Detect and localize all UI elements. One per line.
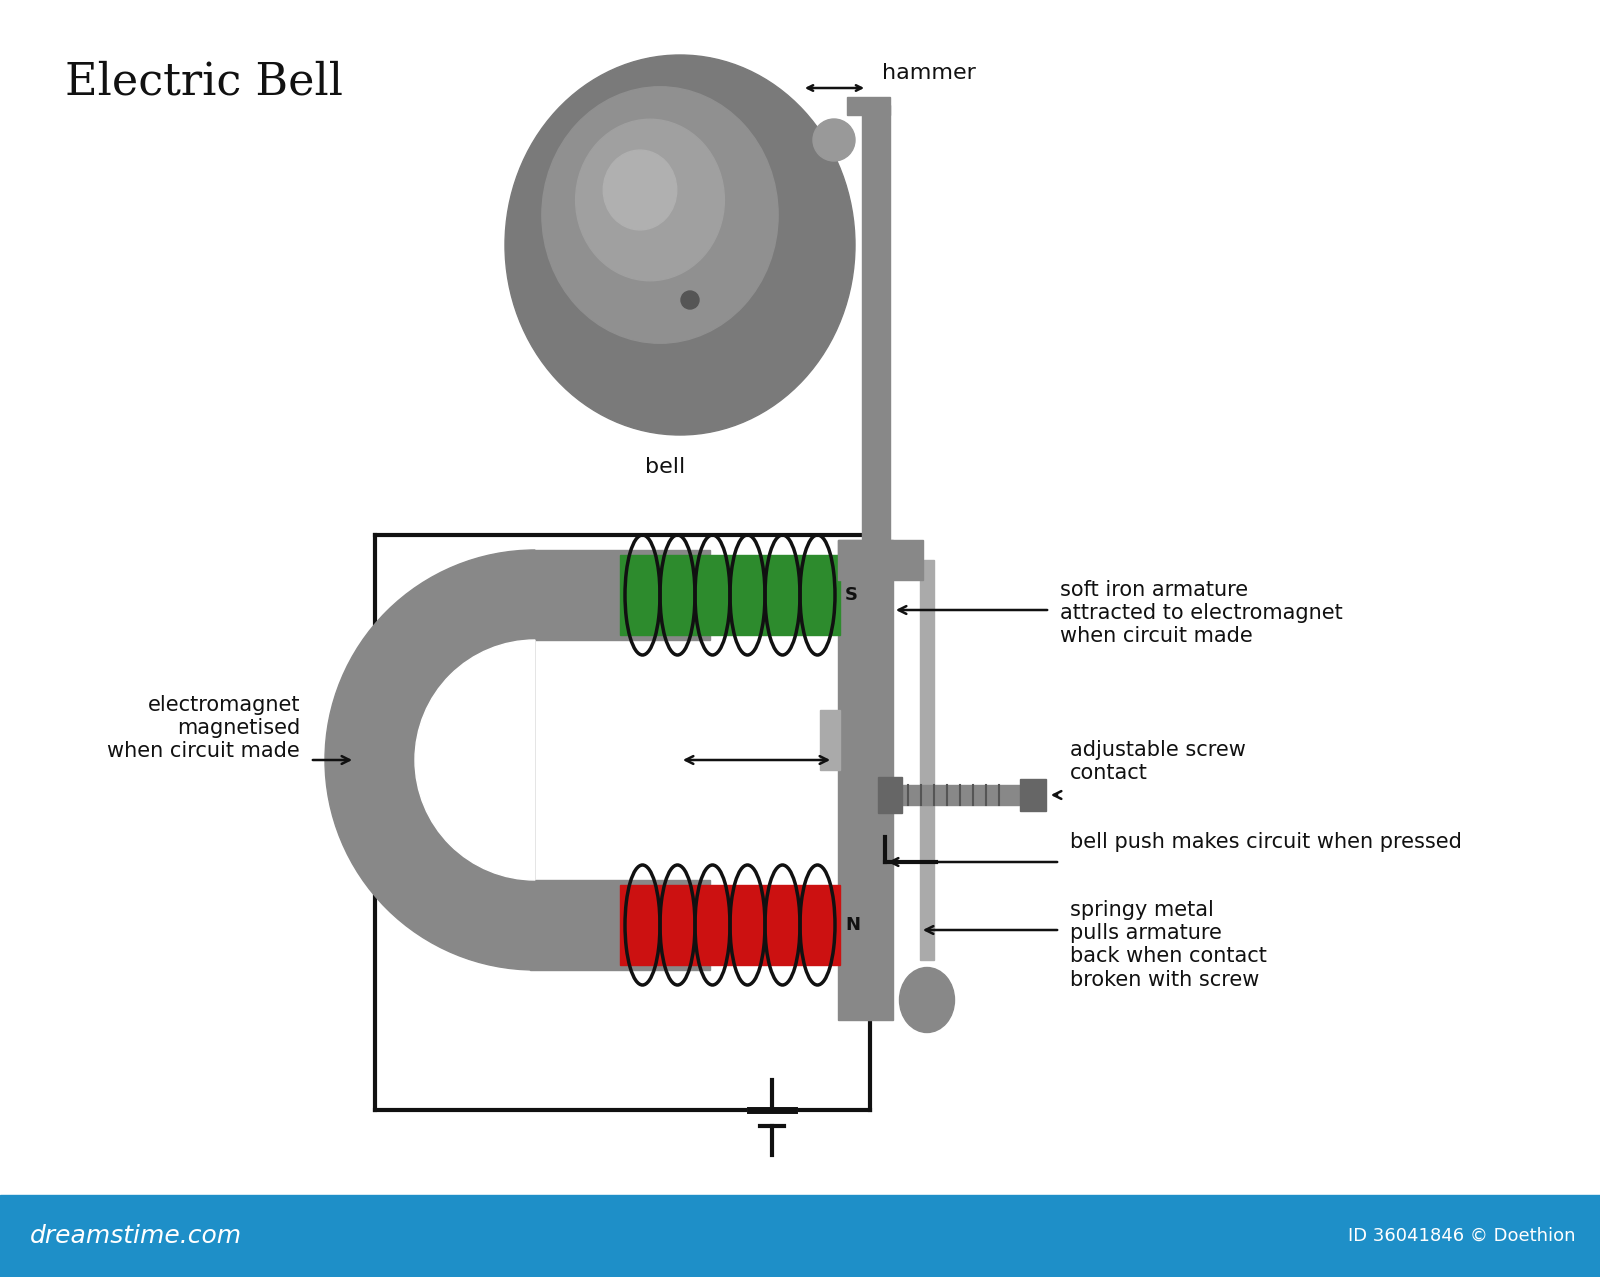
Text: soft iron armature
attracted to electromagnet
when circuit made: soft iron armature attracted to electrom…: [1059, 580, 1342, 646]
Wedge shape: [414, 640, 534, 880]
Bar: [0, 1195, 1600, 1277]
Bar: [838, 540, 923, 580]
Ellipse shape: [542, 87, 778, 344]
Ellipse shape: [506, 55, 854, 435]
Bar: [899, 785, 1021, 805]
Ellipse shape: [603, 151, 677, 230]
Text: hammer: hammer: [882, 63, 976, 83]
Bar: [819, 710, 840, 770]
Bar: [878, 776, 902, 813]
Text: S: S: [845, 586, 858, 604]
Text: N: N: [845, 916, 861, 933]
Text: bell push makes circuit when pressed: bell push makes circuit when pressed: [1070, 833, 1462, 852]
Bar: [621, 885, 840, 965]
Bar: [846, 97, 890, 115]
Text: Electric Bell: Electric Bell: [66, 60, 342, 103]
Bar: [530, 880, 710, 971]
Ellipse shape: [576, 119, 725, 281]
Text: bell: bell: [645, 457, 685, 478]
Bar: [1021, 779, 1046, 811]
Text: springy metal
pulls armature
back when contact
broken with screw: springy metal pulls armature back when c…: [1070, 900, 1267, 990]
Text: dreamstime.com: dreamstime.com: [30, 1223, 242, 1248]
Ellipse shape: [899, 968, 955, 1033]
Text: ID 36041846 © Doethion: ID 36041846 © Doethion: [1347, 1227, 1574, 1245]
Text: adjustable screw
contact: adjustable screw contact: [1070, 739, 1246, 783]
Bar: [530, 550, 710, 640]
Bar: [838, 540, 893, 1020]
Circle shape: [682, 291, 699, 309]
Polygon shape: [862, 105, 890, 590]
Bar: [621, 555, 840, 635]
Wedge shape: [325, 550, 534, 971]
Text: electromagnet
magnetised
when circuit made: electromagnet magnetised when circuit ma…: [107, 695, 301, 761]
Ellipse shape: [813, 119, 854, 161]
Bar: [920, 561, 934, 960]
